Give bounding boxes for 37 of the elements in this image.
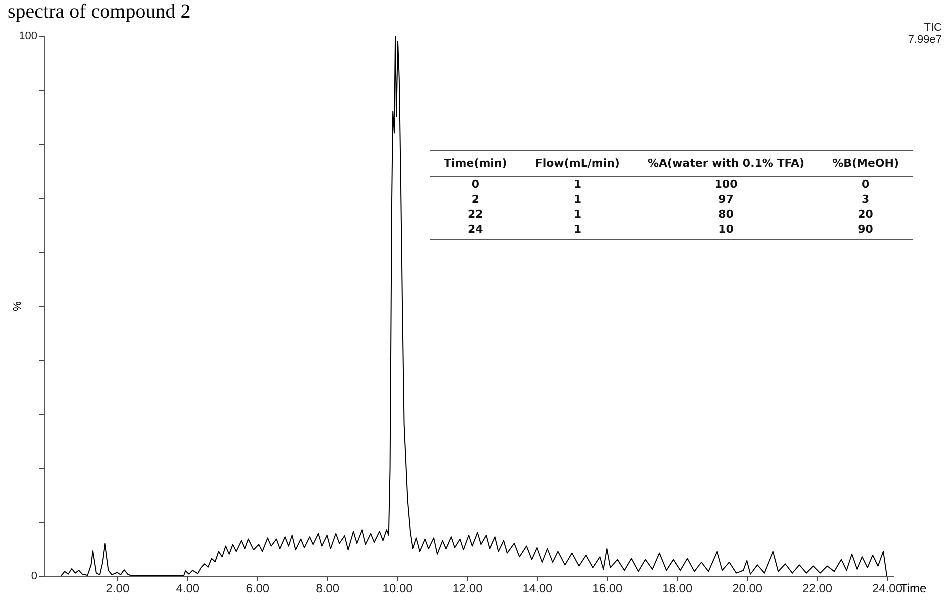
text: 7.99e7 [908,34,942,46]
annotation: 1 [572,207,582,222]
x-tick-label: 8.00 [316,582,340,596]
x-tick-label: 10.00 [382,582,414,596]
annotation: %A(water with 0.1% TFA) [634,150,819,176]
x-tick-label: 12.00 [452,582,484,596]
annotation: 0 [860,177,871,192]
x-tick-label: 2.00 [106,582,130,596]
chart-title: spectra of compound 2 [8,1,191,23]
y-axis-title: % [12,301,24,312]
x-tick-label: 4.00 [176,582,200,596]
annotation: 10 [634,222,819,240]
annotation: 97 [718,192,735,207]
annotation: 1 [521,222,634,240]
annotation: 80 [718,207,735,222]
x-tick-label: 24.00 [872,582,903,596]
x-tick-label: 6.00 [246,582,270,596]
x-axis-title: Time [900,582,928,596]
annotation: %B(MeOH) [818,150,913,176]
annotation: Flow(mL/min) [521,150,634,176]
annotation: 20 [857,207,874,222]
annotation: 24 [430,222,522,240]
x-tick-label: 16.00 [592,582,624,596]
annotation: 1 [572,192,582,207]
annotation: 100 [714,177,739,192]
annotation: 0 [470,177,480,192]
x-tick-label: 14.00 [522,582,554,596]
x-tick-label: 18.00 [662,582,693,596]
annotation: 3 [860,192,871,207]
annotation: 90 [818,222,913,240]
text: TIC [923,22,942,34]
annotation: 22 [467,207,484,222]
annotation: Time(min) [430,150,522,176]
x-tick-label: 22.00 [802,582,833,596]
annotation: 1 [572,177,582,192]
x-tick-label: 20.00 [732,582,763,596]
annotation: 2 [470,192,480,207]
